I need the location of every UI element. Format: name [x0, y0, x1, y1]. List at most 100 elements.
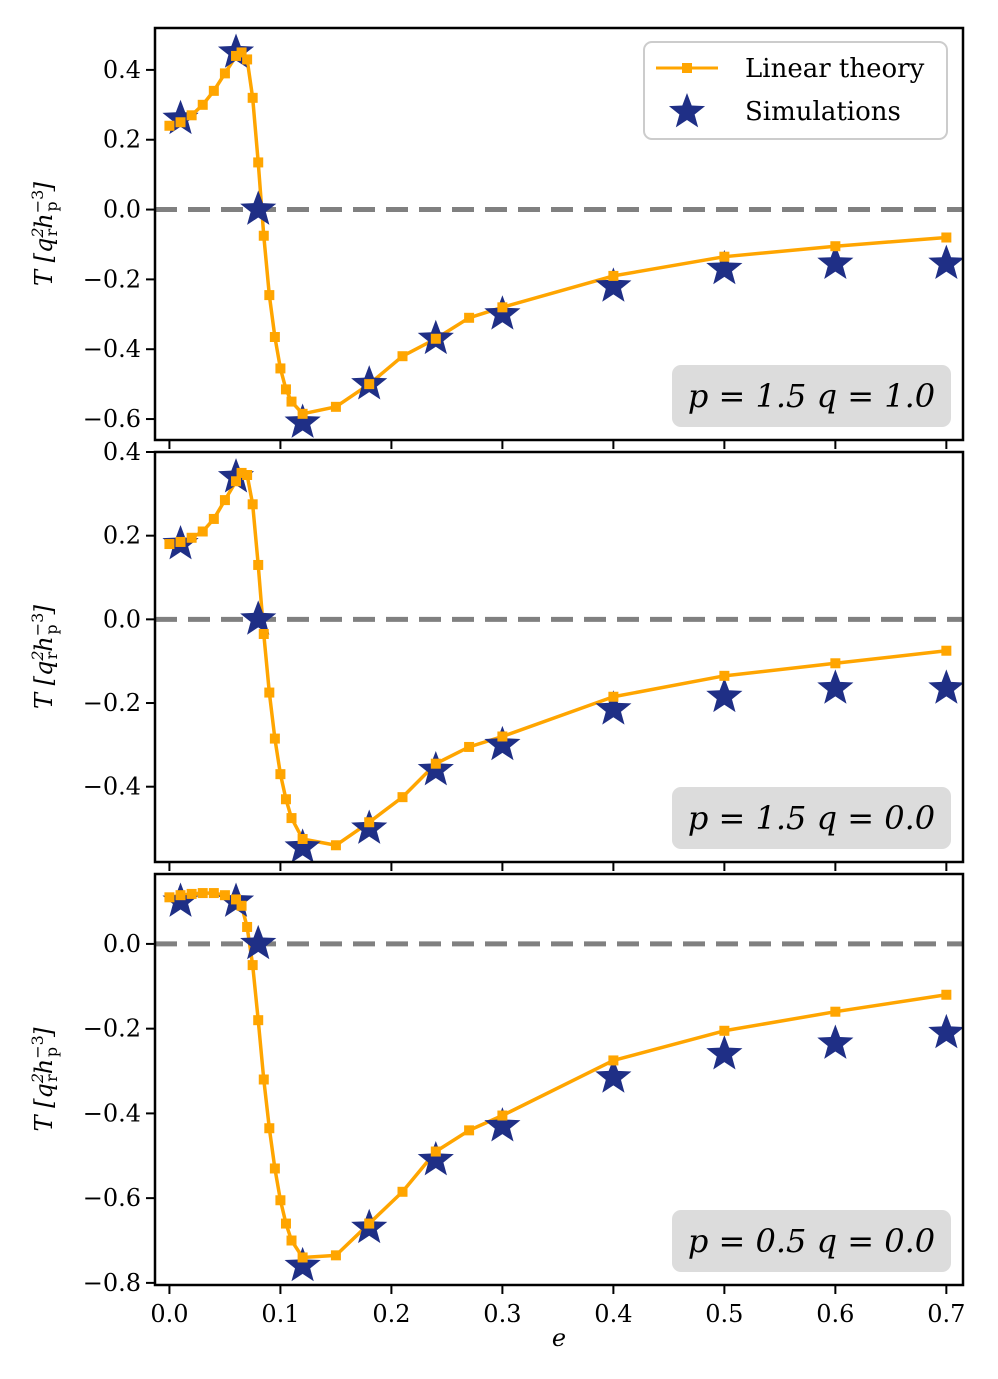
linear-theory-marker: [830, 1006, 841, 1017]
simulation-star: [928, 244, 963, 280]
linear-theory-marker: [258, 1074, 269, 1085]
linear-theory-marker: [497, 1110, 508, 1121]
linear-theory-marker: [264, 687, 275, 698]
linear-theory-marker: [941, 989, 952, 1000]
linear-theory-marker: [197, 526, 208, 537]
simulation-star: [484, 295, 521, 330]
linear-theory-marker: [208, 888, 219, 899]
linear-theory-marker: [258, 628, 269, 639]
linear-theory-marker: [242, 54, 253, 65]
linear-theory-marker: [175, 117, 186, 128]
parameter-box: [672, 1210, 951, 1272]
simulation-star: [928, 669, 963, 704]
simulation-star: [162, 99, 199, 135]
linear-theory-marker: [219, 495, 230, 506]
linear-theory-marker: [286, 396, 297, 407]
linear-theory-marker: [397, 1186, 408, 1197]
y-tick-label: −0.2: [83, 1015, 141, 1043]
x-tick-label: 0.2: [372, 1300, 410, 1328]
x-tick-label: 0.6: [816, 1300, 854, 1328]
simulation-star: [817, 669, 854, 704]
linear-theory-marker: [297, 833, 308, 844]
x-tick-label: 0.1: [261, 1300, 299, 1328]
linear-theory-marker: [253, 1015, 264, 1026]
linear-theory-marker: [236, 900, 247, 911]
y-tick-label: −0.4: [83, 1099, 141, 1127]
y-tick-label: 0.0: [103, 196, 141, 224]
linear-theory-marker: [208, 513, 219, 524]
linear-theory-marker: [364, 379, 375, 390]
parameter-label: p = 1.5 q = 0.0: [688, 799, 935, 837]
simulation-star: [417, 1141, 454, 1176]
linear-theory-line: [169, 471, 947, 848]
y-tick-label: −0.6: [83, 405, 141, 433]
simulation-star: [928, 1013, 963, 1049]
simulation-star: [484, 1107, 521, 1142]
linear-theory-marker: [175, 890, 186, 901]
linear-theory-marker: [464, 312, 475, 323]
linear-theory-marker: [280, 384, 291, 395]
y-axis-label: T [q2rh−3p]: [28, 604, 61, 709]
linear-theory-marker: [364, 817, 375, 828]
y-tick-label: 0.0: [103, 930, 141, 958]
panel-frame: [153, 450, 965, 864]
panel-frame: [153, 872, 965, 1287]
linear-theory-marker: [247, 92, 258, 103]
parameter-box: [672, 787, 951, 849]
panel-frame: [153, 26, 965, 442]
y-tick-label: −0.6: [83, 1184, 141, 1212]
linear-theory-marker: [164, 539, 175, 550]
linear-theory-marker: [269, 733, 280, 744]
x-tick-label: 0.3: [483, 1300, 521, 1328]
linear-theory-marker: [397, 792, 408, 803]
linear-theory-marker: [286, 1235, 297, 1246]
legend-linear-theory-marker: [682, 63, 692, 73]
linear-theory-marker: [608, 691, 619, 702]
linear-theory-marker: [941, 645, 952, 656]
linear-theory-marker: [231, 894, 242, 905]
linear-theory-marker: [330, 840, 341, 851]
simulation-star: [284, 828, 321, 862]
linear-theory-marker: [219, 68, 230, 79]
linear-theory-marker: [208, 85, 219, 96]
linear-theory-marker: [297, 408, 308, 419]
linear-theory-marker: [197, 888, 208, 899]
y-tick-label: 0.4: [103, 438, 141, 466]
simulation-star: [595, 690, 632, 725]
linear-theory-marker: [280, 794, 291, 805]
linear-theory-marker: [397, 351, 408, 362]
y-tick-label: 0.0: [103, 605, 141, 633]
linear-theory-marker: [247, 960, 258, 971]
linear-theory-marker: [242, 921, 253, 932]
simulation-star: [706, 249, 743, 285]
simulation-star: [706, 677, 743, 713]
linear-theory-marker: [269, 1163, 280, 1174]
y-tick-label: −0.4: [83, 773, 141, 801]
linear-theory-marker: [164, 120, 175, 131]
simulation-star: [595, 267, 632, 302]
linear-theory-marker: [231, 476, 242, 487]
simulation-star: [484, 725, 521, 761]
simulation-star: [595, 1058, 632, 1093]
linear-theory-marker: [430, 758, 441, 769]
linear-theory-marker: [164, 892, 175, 903]
y-tick-label: −0.8: [83, 1269, 141, 1297]
y-tick-label: −0.2: [83, 689, 141, 717]
linear-theory-marker: [719, 1025, 730, 1036]
y-tick-label: −0.4: [83, 335, 141, 363]
linear-theory-marker: [186, 888, 197, 899]
linear-theory-marker: [236, 47, 247, 58]
parameter-label: p = 0.5 q = 0.0: [688, 1222, 935, 1260]
linear-theory-marker: [497, 731, 508, 742]
linear-theory-marker: [719, 251, 730, 262]
simulation-star: [217, 458, 255, 493]
y-axis-label: T [q2rh−3p]: [28, 1027, 61, 1132]
linear-theory-marker: [253, 559, 264, 570]
simulation-star: [706, 1035, 743, 1070]
linear-theory-marker: [219, 890, 230, 901]
legend: Linear theory Simulations: [643, 41, 948, 140]
linear-theory-marker: [330, 401, 341, 412]
panel-bottom: 0.0 −0.2 −0.4 −0.6 −0.8 0.0 0.1 0.2 0.3 0.4 0.5 0.6…: [28, 872, 965, 1328]
simulation-star: [240, 190, 277, 225]
